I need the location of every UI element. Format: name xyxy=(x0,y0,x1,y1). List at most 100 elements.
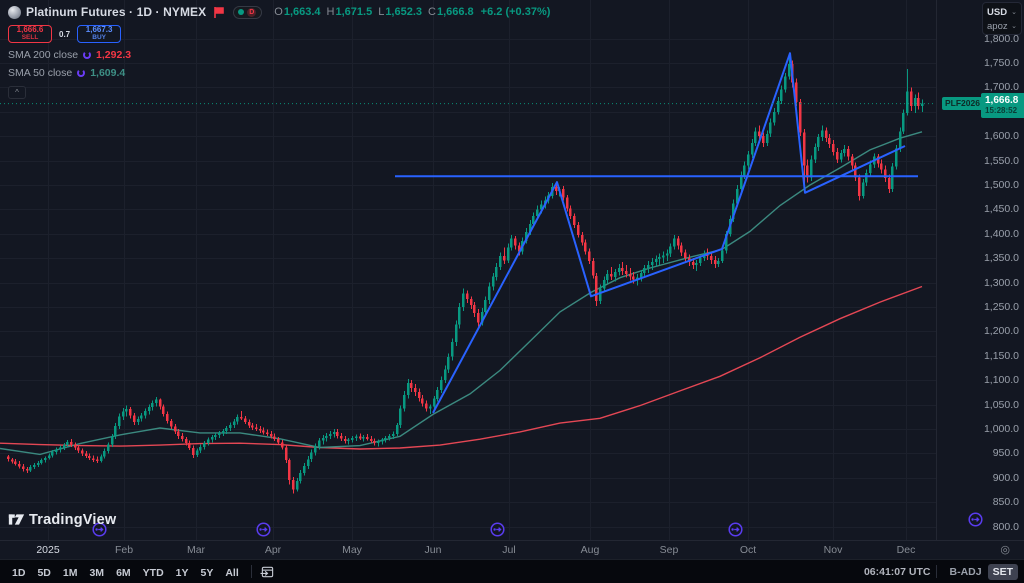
contract-label: PLF2026 xyxy=(942,97,983,110)
candle-body xyxy=(803,132,806,166)
contract-rollover-icon[interactable] xyxy=(728,522,743,537)
candle-body xyxy=(207,439,210,444)
candle-body xyxy=(669,246,672,254)
candle-body xyxy=(429,406,432,409)
candlestick-chart[interactable] xyxy=(0,0,936,540)
range-button-ytd[interactable]: YTD xyxy=(142,566,164,579)
indicator-name: SMA 50 close xyxy=(8,67,73,79)
candle-body xyxy=(410,383,413,388)
price-tick: 950.0 xyxy=(992,447,1019,460)
candle-body xyxy=(425,403,428,409)
candle-body xyxy=(592,261,595,276)
legend-collapse-button[interactable]: ^ xyxy=(8,86,26,99)
range-button-1d[interactable]: 1D xyxy=(12,566,26,579)
clock-utc[interactable]: 06:41:07 UTC xyxy=(863,565,931,578)
candle-body xyxy=(766,133,769,144)
market-status-pill[interactable]: D xyxy=(233,5,263,19)
candle-body xyxy=(296,481,299,490)
contract-rollover-icon[interactable] xyxy=(490,522,505,537)
range-button-1m[interactable]: 1M xyxy=(62,566,78,579)
candle-body xyxy=(725,233,728,251)
candle-body xyxy=(825,130,828,139)
range-button-5y[interactable]: 5Y xyxy=(200,566,214,579)
bottom-toolbar: 1D 5D 1M 3M 6M YTD 1Y 5Y All 06:41:07 UTC B-ADJ … xyxy=(0,559,1024,583)
candle-body xyxy=(236,416,239,422)
indicator-value: 1,609.4 xyxy=(90,67,126,79)
candle-body xyxy=(647,265,650,268)
candle-body xyxy=(377,441,380,444)
candle-body xyxy=(492,276,495,287)
buy-button[interactable]: 1,667.3 BUY xyxy=(77,25,122,43)
range-button-all[interactable]: All xyxy=(225,566,239,579)
candle-body xyxy=(843,148,846,153)
time-axis[interactable]: ◎ 2025 Feb Mar Apr May Jun Jul Aug Sep Oct Nov Dec xyxy=(0,540,1024,559)
candle-body xyxy=(307,459,310,467)
price-tick: 1,150.0 xyxy=(983,349,1019,362)
sell-button[interactable]: 1,666.6 SELL xyxy=(8,25,52,43)
currency-dropdown[interactable]: USD ⌄ xyxy=(987,6,1017,18)
candle-body xyxy=(577,225,580,235)
go-to-date-icon[interactable] xyxy=(260,565,275,579)
settlement-toggle[interactable]: SET xyxy=(987,563,1018,580)
candle-body xyxy=(285,447,288,461)
candle-body xyxy=(836,151,839,160)
price-tick: 850.0 xyxy=(992,496,1019,509)
candle-body xyxy=(270,433,273,437)
open-value: 1,663.4 xyxy=(283,6,321,18)
unit-dropdown[interactable]: apoz ⌄ xyxy=(987,20,1017,32)
candle-body xyxy=(107,444,110,451)
candle-body xyxy=(743,165,746,176)
candle-body xyxy=(333,431,336,434)
contract-rollover-icon[interactable] xyxy=(92,522,107,537)
candle-body xyxy=(373,441,376,444)
candle-body xyxy=(303,466,306,473)
flag-icon[interactable] xyxy=(214,6,225,18)
candle-body xyxy=(921,103,924,106)
range-button-6m[interactable]: 6M xyxy=(116,566,131,579)
range-button-3m[interactable]: 3M xyxy=(89,566,105,579)
candle-body xyxy=(7,456,10,460)
price-tick: 1,500.0 xyxy=(983,179,1019,191)
candle-body xyxy=(780,89,783,102)
time-tick-Jul: Jul xyxy=(502,544,516,556)
symbol-title[interactable]: Platinum Futures · 1D · NYMEX xyxy=(26,5,207,19)
candle-body xyxy=(662,255,665,258)
candle-body xyxy=(610,273,613,277)
candle-body xyxy=(192,448,195,455)
candle-body xyxy=(211,436,214,440)
candle-body xyxy=(858,177,861,196)
range-button-1y[interactable]: 1Y xyxy=(175,566,189,579)
tradingview-logo[interactable]: TradingView xyxy=(8,511,116,528)
candle-body xyxy=(433,398,436,407)
candle-body xyxy=(854,165,857,178)
indicator-row-sma200[interactable]: SMA 200 close 1,292.3 xyxy=(8,49,550,61)
candle-body xyxy=(407,383,410,395)
candle-body xyxy=(677,238,680,246)
sma-line-50[interactable] xyxy=(0,131,923,456)
candle-body xyxy=(643,268,646,273)
candle-body xyxy=(351,437,354,440)
toolbar-divider xyxy=(936,565,938,578)
indicator-row-sma50[interactable]: SMA 50 close 1,609.4 xyxy=(8,67,550,79)
candle-body xyxy=(451,342,454,357)
candle-body xyxy=(281,442,284,448)
candle-body xyxy=(199,447,202,451)
contract-rollover-icon[interactable] xyxy=(256,522,271,537)
candle-body xyxy=(751,143,754,155)
trend-zigzag-drawing[interactable] xyxy=(432,52,906,414)
candle-body xyxy=(396,425,399,434)
candle-body xyxy=(499,255,502,267)
time-tick-Oct: Oct xyxy=(739,544,757,556)
timezone-icon[interactable]: ◎ xyxy=(1000,544,1010,556)
candle-body xyxy=(655,259,658,263)
chart-plot-area[interactable]: Platinum Futures · 1D · NYMEX D O1,663.4… xyxy=(0,0,936,540)
back-adjust-toggle[interactable]: B-ADJ xyxy=(949,565,982,578)
contract-rollover-icon[interactable] xyxy=(968,512,983,527)
range-button-5d[interactable]: 5D xyxy=(37,566,51,579)
price-axis[interactable]: USD ⌄ apoz ⌄ PLF2026 1,666.8 15:28:52 1,… xyxy=(936,0,1024,540)
sma-line-200[interactable] xyxy=(0,285,923,450)
candle-body xyxy=(906,91,909,113)
loading-spinner-icon xyxy=(83,51,92,59)
candle-body xyxy=(225,428,228,431)
tradingview-logo-icon xyxy=(8,514,25,525)
